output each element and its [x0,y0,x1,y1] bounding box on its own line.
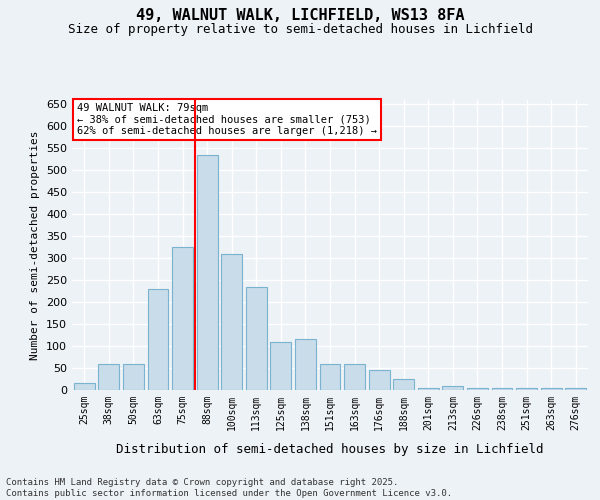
Bar [442,386,463,390]
Bar [393,379,414,390]
Bar [221,254,242,390]
Bar [74,384,95,390]
Text: 49 WALNUT WALK: 79sqm
← 38% of semi-detached houses are smaller (753)
62% of sem: 49 WALNUT WALK: 79sqm ← 38% of semi-deta… [77,103,377,136]
Bar [516,388,537,390]
Bar [246,286,267,390]
Bar [271,342,292,390]
Bar [197,155,218,390]
Bar [418,388,439,390]
Bar [320,364,340,390]
Text: 49, WALNUT WALK, LICHFIELD, WS13 8FA: 49, WALNUT WALK, LICHFIELD, WS13 8FA [136,8,464,22]
Bar [565,388,586,390]
Bar [541,388,562,390]
Y-axis label: Number of semi-detached properties: Number of semi-detached properties [31,130,40,360]
Text: Size of property relative to semi-detached houses in Lichfield: Size of property relative to semi-detach… [67,22,533,36]
Bar [295,340,316,390]
Bar [467,388,488,390]
Bar [344,364,365,390]
Bar [148,289,169,390]
Text: Distribution of semi-detached houses by size in Lichfield: Distribution of semi-detached houses by … [116,442,544,456]
Text: Contains HM Land Registry data © Crown copyright and database right 2025.
Contai: Contains HM Land Registry data © Crown c… [6,478,452,498]
Bar [98,364,119,390]
Bar [491,388,512,390]
Bar [368,370,389,390]
Bar [123,364,144,390]
Bar [172,247,193,390]
